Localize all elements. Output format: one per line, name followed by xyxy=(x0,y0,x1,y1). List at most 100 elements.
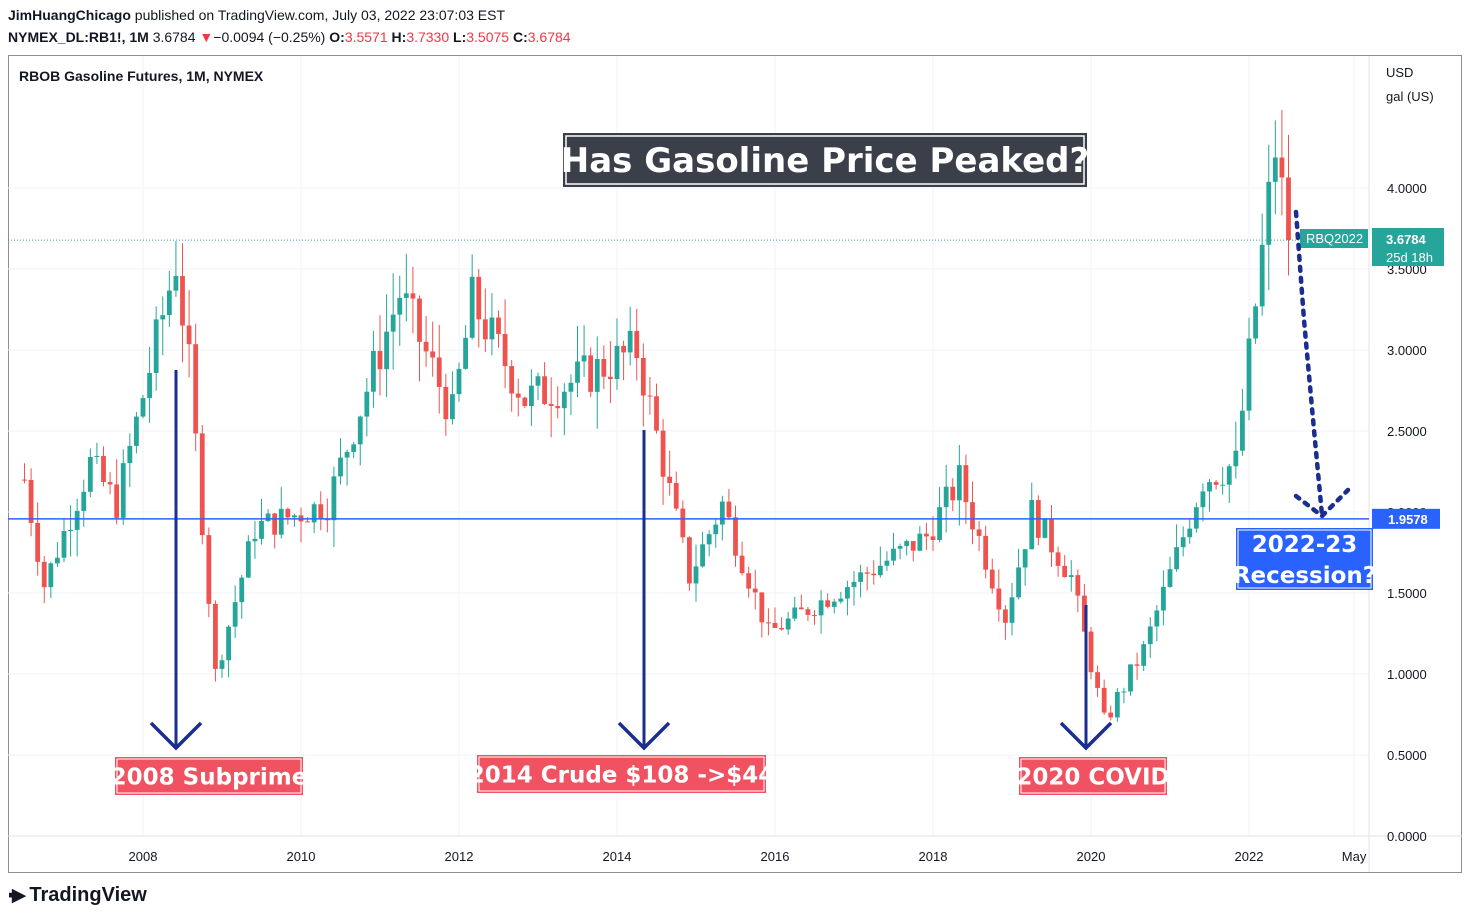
candle-body xyxy=(792,607,798,619)
symbol-label: NYMEX_DL:RB1!, 1M xyxy=(8,29,149,45)
candle-body xyxy=(1141,644,1147,666)
candle-body xyxy=(706,534,712,545)
candle-body xyxy=(930,536,936,540)
ohlc-line: NYMEX_DL:RB1!, 1M 3.6784 ▼−0.0094 (−0.25… xyxy=(8,29,571,45)
candle-body xyxy=(1272,157,1278,182)
candle-body xyxy=(101,455,106,482)
candle-body xyxy=(1055,552,1061,566)
candle-body xyxy=(561,391,567,409)
candle-body xyxy=(1134,664,1140,666)
candle-body xyxy=(1003,609,1008,623)
low-label: L: xyxy=(453,29,467,45)
candle-body xyxy=(535,376,541,386)
candle-body xyxy=(81,491,87,511)
candle-body xyxy=(134,416,139,446)
candle-body xyxy=(1220,484,1226,486)
candle-body xyxy=(627,330,633,353)
y-tick-label: 3.0000 xyxy=(1387,343,1427,358)
tradingview-brand: TradingView xyxy=(29,884,147,906)
candle-body xyxy=(1088,631,1094,673)
candle-body xyxy=(48,563,54,588)
candle-body xyxy=(733,517,738,556)
candle-body xyxy=(147,372,152,399)
candle-body xyxy=(950,486,956,501)
forecast-head-icon xyxy=(1293,487,1351,519)
candle-body xyxy=(417,298,422,342)
candle-body xyxy=(423,341,429,352)
candle-body xyxy=(1016,567,1021,598)
candle-body xyxy=(502,333,508,367)
candle-body xyxy=(436,357,442,387)
candle-body xyxy=(752,588,758,593)
candle-body xyxy=(259,521,264,539)
candle-body xyxy=(667,476,673,484)
candle-body xyxy=(1049,518,1054,553)
candle-body xyxy=(153,319,159,373)
candle-body xyxy=(166,290,172,316)
candle-body xyxy=(1187,528,1193,538)
candle-body xyxy=(338,457,343,477)
candle-body xyxy=(1101,687,1107,713)
candle-body xyxy=(963,465,969,503)
open-value: 3.5571 xyxy=(344,29,388,45)
candle-body xyxy=(647,395,653,397)
candle-body xyxy=(292,515,297,518)
candle-body xyxy=(1286,177,1291,241)
candle-body xyxy=(660,430,666,477)
crude-label-box-border xyxy=(478,756,765,792)
candle-body xyxy=(798,607,804,610)
candle-body xyxy=(193,344,199,434)
last-price: 3.6784 xyxy=(152,29,196,45)
candle-body xyxy=(87,456,93,492)
candle-body xyxy=(1193,507,1199,529)
candle-body xyxy=(864,572,870,574)
candle-body xyxy=(509,366,515,394)
recession-label-box-border xyxy=(1237,529,1372,589)
candle-body xyxy=(766,622,771,624)
x-tick-label: 2022 xyxy=(1235,849,1264,864)
candle-body xyxy=(430,351,436,358)
tradingview-logo[interactable]: ▪▶ TradingView xyxy=(8,884,147,907)
candle-body xyxy=(1147,626,1153,645)
candle-body xyxy=(265,513,271,522)
candle-body xyxy=(61,530,67,558)
subprime-label-box-border xyxy=(116,758,302,794)
candle-body xyxy=(377,350,383,370)
candle-body xyxy=(943,486,949,508)
candle-body xyxy=(700,544,705,567)
candle-body xyxy=(305,521,310,523)
y-tick-label: 4.0000 xyxy=(1387,181,1427,196)
candle-body xyxy=(364,391,370,417)
low-value: 3.5075 xyxy=(466,29,510,45)
close-label: C: xyxy=(512,29,528,45)
candle-body xyxy=(41,561,47,588)
candle-body xyxy=(1154,610,1160,627)
last-price-tag-value: 3.6784 xyxy=(1386,232,1427,247)
candle-body xyxy=(614,345,620,380)
candle-body xyxy=(818,600,824,616)
candle-body xyxy=(989,569,995,589)
candle-body xyxy=(331,476,337,521)
candle-body xyxy=(199,433,205,536)
candle-body xyxy=(456,368,462,395)
candle-body xyxy=(522,397,528,407)
candle-body xyxy=(1114,691,1120,718)
candle-body xyxy=(884,560,890,566)
last-price-countdown: 25d 18h xyxy=(1386,250,1433,265)
candle-body xyxy=(311,504,317,523)
candle-body xyxy=(35,522,41,562)
candle-body xyxy=(245,541,251,578)
candle-body xyxy=(463,337,468,369)
candle-body xyxy=(581,355,587,362)
candle-body xyxy=(68,529,73,531)
author-name[interactable]: JimHuangChicago xyxy=(8,7,131,23)
candle-body xyxy=(1042,518,1048,538)
x-tick-label: 2016 xyxy=(761,849,790,864)
candle-body xyxy=(272,513,278,535)
candle-body xyxy=(594,358,600,392)
candle-body xyxy=(180,276,185,326)
x-tick-label: 2010 xyxy=(287,849,316,864)
candle-body xyxy=(1075,575,1081,596)
candle-body xyxy=(252,538,258,542)
